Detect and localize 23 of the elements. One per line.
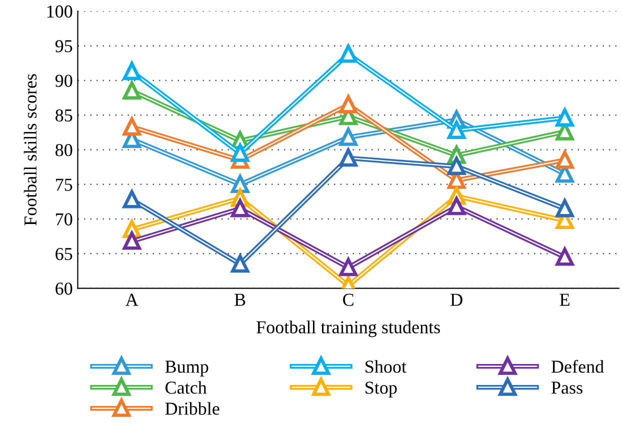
legend-label: Stop — [366, 382, 397, 398]
y-axis-title: Football skills scores — [24, 74, 37, 226]
y-tick-label: 95 — [55, 40, 72, 52]
x-tick-label: B — [234, 294, 246, 306]
legend-label: Pass — [551, 382, 582, 394]
y-tick-label: 80 — [56, 144, 72, 156]
x-tick-label: E — [560, 294, 570, 306]
legend-label: Shoot — [366, 360, 406, 373]
x-tick-label: D — [450, 294, 462, 306]
legend-label: Defend — [551, 360, 604, 373]
legend-label: Bump — [165, 360, 208, 376]
y-tick-label: 85 — [56, 109, 72, 122]
legend-label: Dribble — [165, 402, 220, 415]
x-tick-label: C — [343, 294, 354, 306]
y-tick-label: 75 — [56, 178, 72, 191]
legend-label: Catch — [166, 381, 207, 394]
x-tick-label: A — [126, 294, 138, 306]
y-tick-label: 70 — [56, 213, 72, 226]
y-tick-label: 60 — [56, 282, 72, 295]
y-tick-label: 90 — [55, 74, 72, 87]
x-axis-title: Football training students — [256, 320, 440, 338]
y-tick-label: 65 — [56, 248, 72, 260]
y-tick-label: 100 — [47, 5, 72, 18]
